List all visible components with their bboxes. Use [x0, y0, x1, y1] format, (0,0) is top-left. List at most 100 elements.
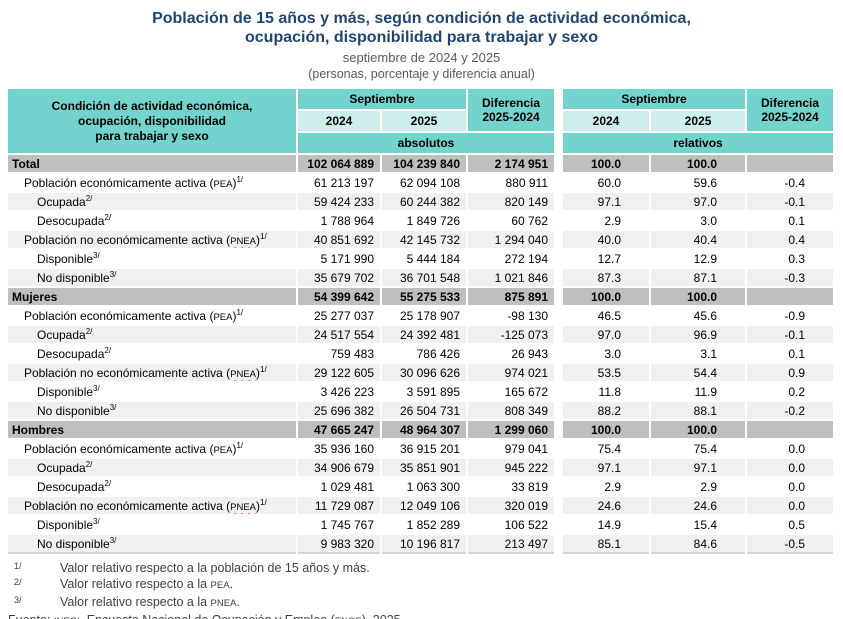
value-cell: 1 852 289	[406, 517, 461, 532]
value-cell: 40.0	[563, 231, 650, 248]
subtitle-units: (personas, porcentaje y diferencia anual…	[308, 67, 535, 81]
value-cell: 820 149	[468, 193, 555, 210]
row-label-cell: Desocupada2/	[37, 345, 112, 361]
group-gap	[556, 231, 562, 248]
value-cell: 0.2	[788, 384, 806, 399]
value-cell: 60 244 382	[382, 193, 467, 210]
value-cell: 48 964 307	[382, 421, 467, 438]
value-cell: 1 063 300	[406, 479, 461, 494]
value-cell: 87.3	[563, 269, 650, 286]
value-cell: 880 911	[505, 175, 549, 190]
value-cell: 12 049 106	[382, 497, 467, 514]
table-row: Población económicamente activa (PEA)1/6…	[8, 174, 833, 191]
value-cell: 24 517 554	[298, 326, 380, 343]
value-cell: 9 983 320	[298, 535, 380, 554]
value-cell: 46.5	[597, 308, 622, 323]
value-cell: 42 145 732	[382, 231, 467, 248]
row-label-cell: No disponible3/	[8, 535, 296, 554]
value-cell: 100.0	[651, 288, 746, 305]
table-row: Población no económicamente activa (PNEA…	[8, 364, 834, 381]
footnote-marker: 3/	[109, 269, 117, 279]
value-cell: 59.6	[693, 175, 718, 190]
group-gap	[556, 174, 562, 191]
value-cell: 945 222	[468, 459, 555, 476]
value-cell: -0.9	[784, 308, 806, 323]
small-caps-text: ENOE	[335, 616, 362, 619]
group-gap	[556, 288, 562, 305]
value-cell: 24 392 481	[382, 326, 467, 343]
table-header: Condición de actividad económica, ocupac…	[8, 89, 834, 153]
footnote-marker: 1/	[260, 497, 267, 507]
value-cell: 97.1	[563, 459, 650, 476]
table-row: Población económicamente activa (PEA)1/3…	[8, 440, 833, 457]
footnote-marker: 3/	[14, 595, 22, 605]
value-cell: 54 399 642	[298, 288, 380, 305]
value-cell: 102 064 889	[298, 155, 380, 172]
footnote-marker: 1/	[236, 174, 244, 184]
value-cell: 25 277 037	[313, 308, 374, 323]
value-cell: 84.6	[651, 535, 746, 554]
value-cell: 60.0	[597, 175, 622, 190]
group-gap	[556, 497, 562, 514]
row-label-cell: Disponible3/	[37, 250, 100, 266]
value-cell: 25 178 907	[399, 308, 461, 323]
footnote-marker: 3/	[93, 250, 100, 260]
value-cell: 3.0	[700, 213, 718, 228]
value-cell: 0.0	[788, 441, 806, 456]
group-gap	[556, 307, 562, 324]
abs-year-2024-header: 2024	[298, 111, 380, 131]
statistics-table: Condición de actividad económica, ocupac…	[6, 87, 835, 556]
section-label-cell: Total	[8, 155, 296, 172]
value-cell: 15.4	[693, 517, 718, 532]
relativos-header: relativos	[563, 133, 834, 153]
footnote-marker: 2/	[85, 326, 93, 336]
small-caps-text: PNEA	[230, 368, 256, 380]
row-label-cell: Población económicamente activa (PEA)1/	[24, 440, 244, 456]
value-cell: 55 275 533	[382, 288, 467, 305]
section-label-cell: Mujeres	[8, 288, 296, 305]
value-cell: 1 745 767	[320, 517, 374, 532]
group-gap	[556, 478, 562, 495]
value-cell: 75.4	[693, 441, 718, 456]
value-cell: 1 849 726	[406, 213, 461, 228]
table-body: Total 102 064 889 104 239 840 2 174 951 100.…	[8, 155, 834, 554]
stub-line: Condición de actividad económica,	[51, 98, 253, 113]
footnote-marker: 2/	[104, 345, 112, 355]
value-cell: 26 943	[511, 346, 549, 361]
group-gap	[556, 250, 562, 267]
footnote-line: 3/Valor relativo respecto a la PNEA.	[8, 594, 843, 612]
stub-column-header: Condición de actividad económica, ocupac…	[8, 89, 296, 153]
value-cell: -0.3	[747, 269, 834, 286]
table-row: Ocupada2/34 906 679 35 851 901 945 222 97.1…	[8, 459, 834, 476]
value-cell: 11 729 087	[298, 497, 380, 514]
group-gap	[556, 459, 562, 476]
value-cell: 1 021 846	[468, 269, 555, 286]
value-cell: 100.0	[651, 155, 746, 172]
value-cell: 0.1	[788, 213, 806, 228]
footnote-marker: 2/	[85, 459, 93, 469]
value-cell: 0.5	[788, 517, 806, 532]
group-gap	[556, 364, 562, 381]
value-cell: 24.6	[651, 497, 746, 514]
value-cell: 47 665 247	[298, 421, 380, 438]
section-row: Hombres 47 665 247 48 964 307 1 299 060 100.…	[8, 421, 834, 438]
table-row: Ocupada2/59 424 233 60 244 382 820 149 97.1…	[8, 193, 834, 210]
abs-month-header: Septiembre	[298, 89, 467, 109]
value-cell: 87.1	[651, 269, 746, 286]
value-cell: 35 851 901	[382, 459, 467, 476]
table-row: No disponible3/25 696 382 26 504 731 808 3…	[8, 402, 834, 419]
footnote-marker: 1/	[236, 440, 244, 450]
value-cell: 97.1	[651, 459, 746, 476]
row-label-cell: Ocupada2/	[8, 326, 296, 343]
subtitle-period: septiembre de 2024 y 2025	[342, 50, 501, 65]
group-gap	[556, 383, 562, 400]
value-cell	[747, 288, 834, 305]
value-cell: 875 891	[468, 288, 555, 305]
value-cell: 2.9	[700, 479, 718, 494]
value-cell: 1 788 964	[320, 213, 374, 228]
stub-line: para trabajar y sexo	[95, 128, 209, 143]
value-cell: 25 696 382	[298, 402, 380, 419]
value-cell: 2.9	[604, 479, 622, 494]
footnote-marker: 2/	[14, 577, 22, 587]
